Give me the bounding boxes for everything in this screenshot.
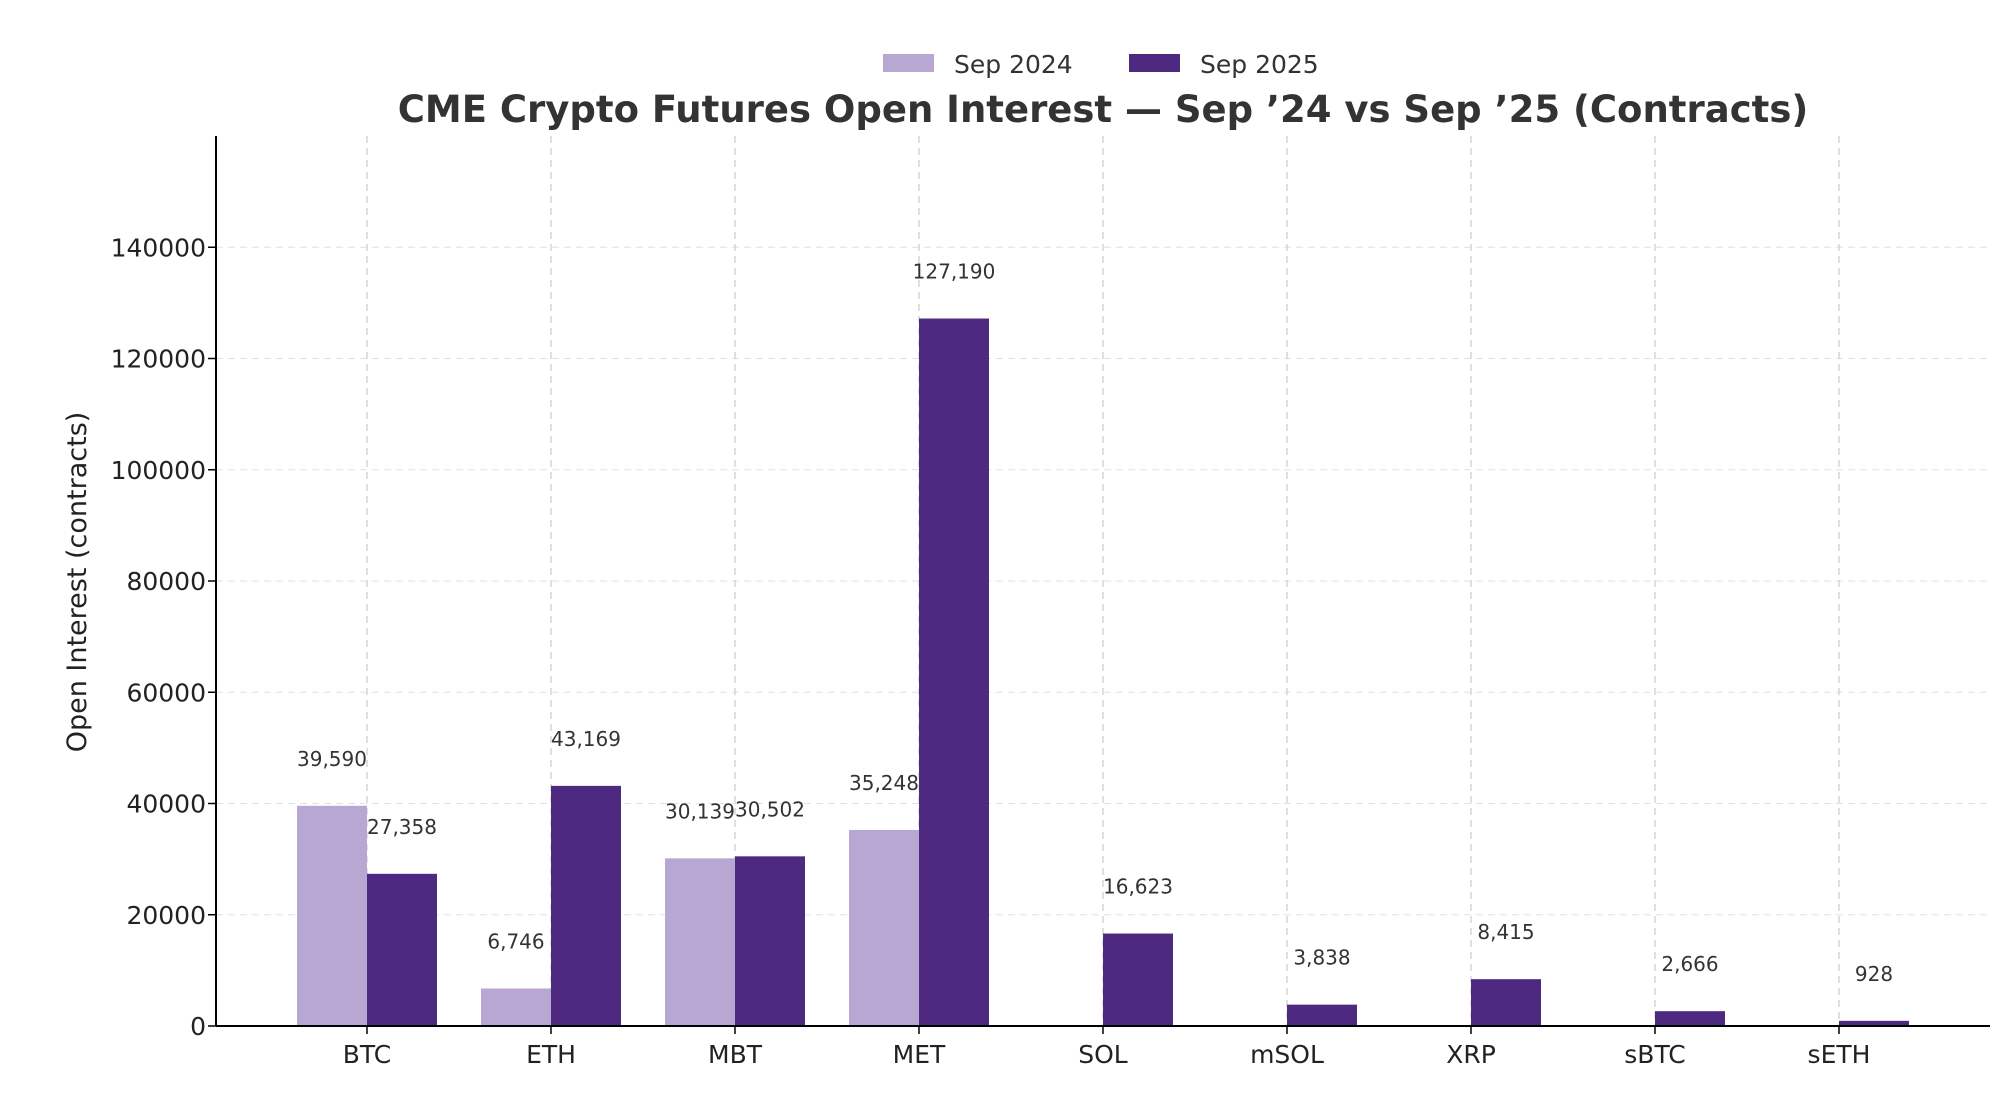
y-tick-label: 100000 xyxy=(111,456,206,485)
y-tick-label: 20000 xyxy=(126,901,206,930)
x-tick-label: SOL xyxy=(1078,1040,1128,1069)
data-label: 43,169 xyxy=(551,727,621,751)
bar xyxy=(481,988,551,1026)
legend-label: Sep 2025 xyxy=(1200,50,1319,79)
bar xyxy=(1471,979,1541,1026)
bar xyxy=(367,873,437,1026)
y-tick-label: 80000 xyxy=(126,567,206,596)
data-label: 30,502 xyxy=(735,797,805,821)
bar xyxy=(849,829,919,1026)
legend-swatch xyxy=(883,54,934,72)
bar xyxy=(297,805,367,1026)
data-label: 35,248 xyxy=(849,771,919,795)
data-label: 127,190 xyxy=(913,260,996,284)
y-tick-label: 120000 xyxy=(111,345,206,374)
y-axis-label: Open Interest (contracts) xyxy=(62,412,93,753)
grid xyxy=(216,136,1990,1026)
y-tick-label: 140000 xyxy=(111,233,206,262)
tick-labels: 0 20000 40000 60000 80000 100000 120000 140000 B… xyxy=(111,233,1871,1069)
bar xyxy=(1103,933,1173,1026)
x-tick-label: sBTC xyxy=(1624,1040,1685,1069)
y-tick-label: 60000 xyxy=(126,678,206,707)
x-tick-label: mSOL xyxy=(1250,1040,1324,1069)
x-tick-label: ETH xyxy=(526,1040,576,1069)
bars xyxy=(297,318,1909,1026)
y-tick-label: 40000 xyxy=(126,790,206,819)
data-label: 27,358 xyxy=(367,815,437,839)
legend-label: Sep 2024 xyxy=(954,50,1073,79)
data-label: 2,666 xyxy=(1661,952,1718,976)
data-label: 6,746 xyxy=(487,929,544,953)
data-labels: 39,590 6,746 30,139 35,248 27,358 43,169 30,50… xyxy=(297,260,1893,986)
data-label: 30,139 xyxy=(665,799,735,823)
data-label: 39,590 xyxy=(297,747,367,771)
bar xyxy=(1287,1004,1357,1026)
data-label: 8,415 xyxy=(1477,920,1534,944)
bar xyxy=(1839,1020,1909,1026)
legend: Sep 2024 Sep 2025 xyxy=(883,50,1319,79)
data-label: 928 xyxy=(1855,962,1893,986)
x-tick-label: MET xyxy=(893,1040,946,1069)
bar xyxy=(735,856,805,1026)
bar xyxy=(919,318,989,1026)
bar xyxy=(551,785,621,1026)
chart-title: CME Crypto Futures Open Interest — Sep ’… xyxy=(398,88,1809,131)
y-tick-label: 0 xyxy=(190,1012,206,1041)
data-label: 3,838 xyxy=(1293,946,1350,970)
x-tick-label: sETH xyxy=(1808,1040,1871,1069)
x-tick-label: BTC xyxy=(343,1040,391,1069)
bar xyxy=(1655,1011,1725,1026)
x-tick-label: XRP xyxy=(1446,1040,1496,1069)
legend-swatch xyxy=(1129,54,1180,72)
x-tick-label: MBT xyxy=(708,1040,763,1069)
bar xyxy=(665,858,735,1026)
data-label: 16,623 xyxy=(1103,875,1173,899)
